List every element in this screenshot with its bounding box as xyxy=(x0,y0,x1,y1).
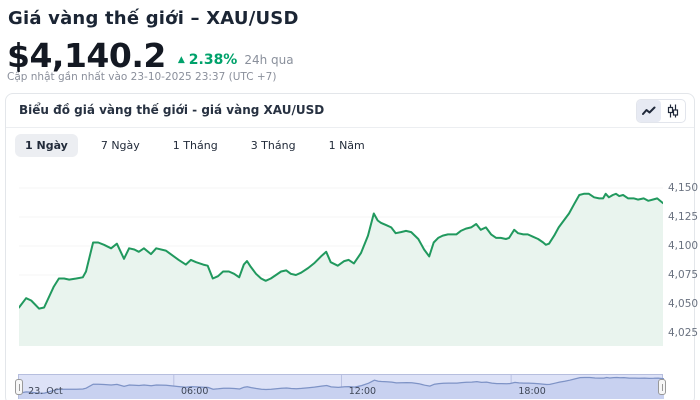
range-tab-3[interactable]: 1 Tháng xyxy=(163,134,228,157)
y-axis-label: 4,100 xyxy=(668,240,699,252)
x-axis-label: 06:00 xyxy=(181,386,209,397)
x-axis-label: 18:00 xyxy=(518,386,546,397)
y-axis-label: 4,150 xyxy=(668,182,699,194)
chart-card-header: Biểu đồ giá vàng thế giới - giá vàng XAU… xyxy=(6,94,694,128)
up-arrow-icon: ▲ xyxy=(177,54,185,65)
navigator[interactable]: 23. Oct 06:00 12:00 18:00 xyxy=(15,374,666,399)
price-line-chart[interactable] xyxy=(19,161,663,346)
x-axis-label: 23. Oct xyxy=(28,386,63,397)
range-tabs: 1 Ngày 7 Ngày 1 Tháng 3 Tháng 1 Năm xyxy=(15,134,388,157)
y-axis-label: 4,075 xyxy=(668,269,699,281)
navigator-mini-chart[interactable] xyxy=(19,375,664,399)
y-axis-label: 4,125 xyxy=(668,211,699,223)
page-title: Giá vàng thế giới – XAU/USD xyxy=(8,8,299,29)
current-price: $4,140.2 xyxy=(7,36,166,75)
chart-type-toggle xyxy=(636,99,686,123)
range-tab-1[interactable]: 1 Ngày xyxy=(15,134,78,157)
navigator-left-handle[interactable] xyxy=(15,379,23,395)
candlestick-chart-button[interactable] xyxy=(661,100,685,122)
chart-card-title: Biểu đồ giá vàng thế giới - giá vàng XAU… xyxy=(19,103,325,117)
change-percent: 2.38% xyxy=(188,51,238,68)
y-axis-label: 4,025 xyxy=(668,327,699,339)
price-change: ▲ 2.38% xyxy=(178,52,238,68)
candlestick-icon xyxy=(667,104,679,118)
navigator-right-handle[interactable] xyxy=(658,379,666,395)
y-axis-label: 4,050 xyxy=(668,298,699,310)
main-chart-area[interactable]: 4,150 4,125 4,100 4,075 4,050 4,025 xyxy=(6,161,699,346)
range-tab-5[interactable]: 1 Năm xyxy=(319,134,375,157)
chart-card: Biểu đồ giá vàng thế giới - giá vàng XAU… xyxy=(5,93,699,400)
change-period: 24h qua xyxy=(244,53,294,67)
last-updated: Cập nhật gần nhất vào 23-10-2025 23:37 (… xyxy=(7,71,277,83)
x-axis-label: 12:00 xyxy=(348,386,377,397)
line-chart-button[interactable] xyxy=(637,100,661,122)
range-tab-2[interactable]: 7 Ngày xyxy=(91,134,150,157)
line-chart-icon xyxy=(642,106,656,115)
range-tab-4[interactable]: 3 Tháng xyxy=(241,134,306,157)
